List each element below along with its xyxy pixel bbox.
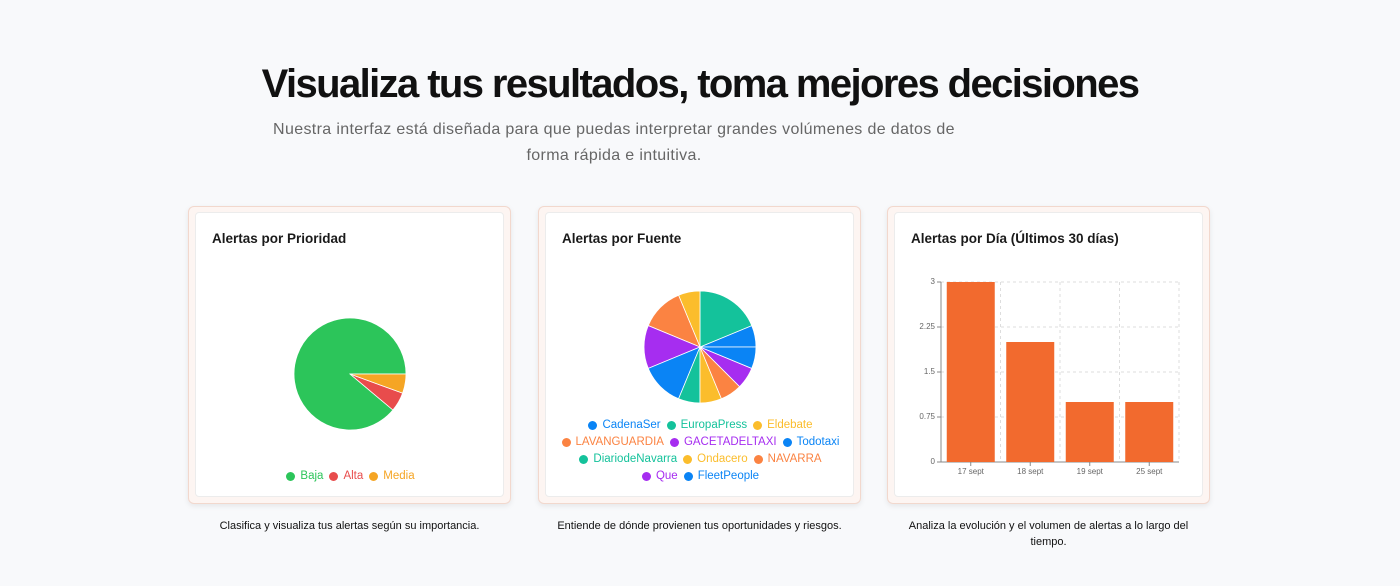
page-subtitle: Nuestra interfaz está diseñada para que … <box>273 121 955 164</box>
legend-swatch <box>782 438 792 447</box>
x-tick-label: 19 sept <box>1077 467 1104 476</box>
bar <box>1006 342 1055 462</box>
legend-label: Eldebate <box>767 419 813 431</box>
y-tick-label: 3 <box>931 277 936 286</box>
legend: Baja Alta Media <box>209 469 492 484</box>
card-caption: Analiza la evolución y el volumen de ale… <box>908 520 1189 548</box>
x-tick-label: 17 sept <box>958 467 985 476</box>
pie-slice <box>699 346 757 369</box>
legend-swatch <box>369 472 379 481</box>
x-tick-label: 25 sept <box>1136 467 1163 476</box>
chart-card: Alertas por Día (Últimos 30 días) 0 0.75 1.… <box>887 206 1210 504</box>
legend-item: Eldebate <box>753 418 813 433</box>
pie-slice <box>349 373 407 394</box>
legend-label: CadenaSer <box>602 419 661 431</box>
legend-swatch <box>753 421 763 430</box>
card-title: Alertas por Fuente <box>562 231 682 246</box>
legend-swatch <box>561 438 571 447</box>
legend-item: Media <box>369 469 415 484</box>
bar <box>1065 402 1114 462</box>
legend-label: NAVARRA <box>767 453 822 465</box>
x-tick-label: 18 sept <box>1017 467 1044 476</box>
pie-slice <box>699 290 753 348</box>
legend-item: DiariodeNavarra <box>579 452 677 467</box>
y-tick-label: 1.5 <box>924 367 936 376</box>
legend-item: Ondacero <box>683 452 748 467</box>
chart <box>643 290 757 404</box>
legend-swatch <box>641 472 651 481</box>
card-title: Alertas por Prioridad <box>212 231 347 246</box>
legend-swatch <box>683 455 693 464</box>
chart-card: Alertas por Fuente CadenaSer EuropaPress El… <box>538 206 861 504</box>
chart-card: Alertas por Prioridad Baja Alta Media <box>188 206 511 504</box>
legend-item: Que <box>641 469 678 484</box>
legend-swatch <box>666 421 676 430</box>
legend-label: DiariodeNavarra <box>593 453 678 465</box>
legend-label: Todotaxi <box>796 436 840 448</box>
legend-label: GACETADELTAXI <box>683 436 777 448</box>
legend-item: EuropaPress <box>666 418 748 433</box>
legend-swatch <box>669 438 679 447</box>
card-caption: Entiende de dónde provienen tus oportuni… <box>557 520 842 532</box>
legend-label: Baja <box>300 470 324 482</box>
legend-item: Baja <box>286 469 323 484</box>
card-caption: Clasifica y visualiza tus alertas según … <box>219 520 480 532</box>
legend-item: Alta <box>329 469 363 484</box>
chart: 0 0.75 1.5 2.25 3 17 sept 18 sept 19 sept 25 sep… <box>919 277 1180 476</box>
legend: CadenaSer EuropaPress Eldebate LAVANGUARDIA… <box>559 418 842 484</box>
page-title: Visualiza tus resultados, toma mejores d… <box>261 62 1140 106</box>
legend-label: Ondacero <box>697 453 748 465</box>
legend-item: LAVANGUARDIA <box>561 435 664 450</box>
y-tick-label: 0 <box>931 457 936 466</box>
legend-swatch <box>753 455 763 464</box>
y-tick-label: 2.25 <box>919 322 935 331</box>
y-tick-label: 0.75 <box>919 412 935 421</box>
legend-label: Alta <box>343 470 364 482</box>
legend-label: Media <box>383 470 415 482</box>
bar <box>946 282 995 462</box>
chart <box>293 317 407 431</box>
legend-label: LAVANGUARDIA <box>575 436 664 448</box>
legend-item: Todotaxi <box>782 435 840 450</box>
legend-item: GACETADELTAXI <box>669 435 777 450</box>
legend-swatch <box>579 455 589 464</box>
legend-item: NAVARRA <box>753 452 822 467</box>
legend-item: FleetPeople <box>683 469 760 484</box>
card-title: Alertas por Día (Últimos 30 días) <box>911 231 1119 246</box>
legend-item: CadenaSer <box>588 418 661 433</box>
legend-label: FleetPeople <box>697 470 760 482</box>
legend-swatch <box>588 421 598 430</box>
bar <box>1125 402 1174 462</box>
legend-swatch <box>683 472 693 481</box>
legend-label: Que <box>655 470 678 482</box>
legend-swatch <box>329 472 339 481</box>
legend-label: EuropaPress <box>680 419 748 431</box>
legend-swatch <box>286 472 296 481</box>
